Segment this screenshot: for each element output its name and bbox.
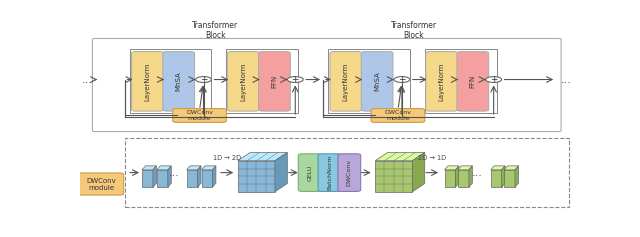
Circle shape [486,77,502,82]
FancyBboxPatch shape [173,109,227,123]
Text: Transformer
Block: Transformer Block [390,21,436,40]
Text: ...: ... [82,75,93,85]
Text: LayerNorm: LayerNorm [438,62,445,100]
Polygon shape [142,170,153,187]
FancyBboxPatch shape [227,52,259,111]
FancyBboxPatch shape [79,173,124,195]
Text: Transformer
Block: Transformer Block [192,21,238,40]
FancyBboxPatch shape [338,154,361,191]
Text: MhSA: MhSA [176,72,182,91]
Polygon shape [445,170,456,187]
Text: +: + [291,75,299,84]
Circle shape [196,77,211,82]
Polygon shape [375,161,412,192]
Text: LayerNorm: LayerNorm [343,62,349,100]
Bar [227,49,298,113]
Bar [425,49,497,113]
Text: ...: ... [561,75,572,85]
Text: MhSA: MhSA [374,72,380,91]
Polygon shape [456,166,459,187]
Polygon shape [375,153,425,161]
Polygon shape [153,166,156,187]
Polygon shape [157,170,168,187]
FancyBboxPatch shape [330,52,362,111]
Text: ...: ... [472,168,482,178]
Text: 2D → 1D: 2D → 1D [418,155,446,161]
Polygon shape [187,170,198,187]
Text: 1D → 2D: 1D → 2D [212,155,241,161]
Polygon shape [491,166,505,170]
Text: FFN: FFN [470,75,476,88]
Text: LayerNorm: LayerNorm [240,62,246,100]
Bar [328,49,410,113]
Polygon shape [237,161,275,192]
Circle shape [394,77,410,82]
Text: +: + [398,75,406,84]
Text: FFN: FFN [271,75,277,88]
Polygon shape [504,166,518,170]
Text: DWConv
module: DWConv module [186,110,213,121]
FancyBboxPatch shape [259,52,291,111]
Polygon shape [202,170,212,187]
Text: DWConv
module: DWConv module [86,178,116,191]
Bar [129,49,211,113]
Polygon shape [202,166,216,170]
FancyBboxPatch shape [457,52,489,111]
Text: ...: ... [169,168,180,178]
Polygon shape [142,166,156,170]
Bar [125,43,306,122]
FancyBboxPatch shape [318,154,341,191]
Polygon shape [458,166,472,170]
Text: LayerNorm: LayerNorm [145,62,150,100]
FancyBboxPatch shape [132,52,163,111]
Polygon shape [504,170,515,187]
FancyBboxPatch shape [371,109,425,123]
Polygon shape [198,166,201,187]
Polygon shape [515,166,518,187]
Polygon shape [445,166,459,170]
Text: +: + [200,75,207,84]
Polygon shape [212,166,216,187]
Polygon shape [491,170,502,187]
Polygon shape [502,166,505,187]
Circle shape [287,77,303,82]
Polygon shape [157,166,172,170]
Text: DWConv: DWConv [347,159,352,186]
Polygon shape [469,166,472,187]
Polygon shape [458,170,469,187]
Polygon shape [275,153,287,192]
FancyBboxPatch shape [92,38,561,132]
FancyBboxPatch shape [426,52,458,111]
Bar [125,138,568,207]
Polygon shape [187,166,201,170]
Bar [323,43,504,122]
Text: +: + [490,75,497,84]
FancyBboxPatch shape [163,52,195,111]
Text: DWConv
module: DWConv module [385,110,412,121]
Polygon shape [168,166,172,187]
Text: BatchNorm: BatchNorm [327,155,332,190]
Text: GELU: GELU [307,164,312,181]
FancyBboxPatch shape [298,154,321,191]
Polygon shape [412,153,425,192]
Polygon shape [237,153,287,161]
FancyBboxPatch shape [361,52,393,111]
